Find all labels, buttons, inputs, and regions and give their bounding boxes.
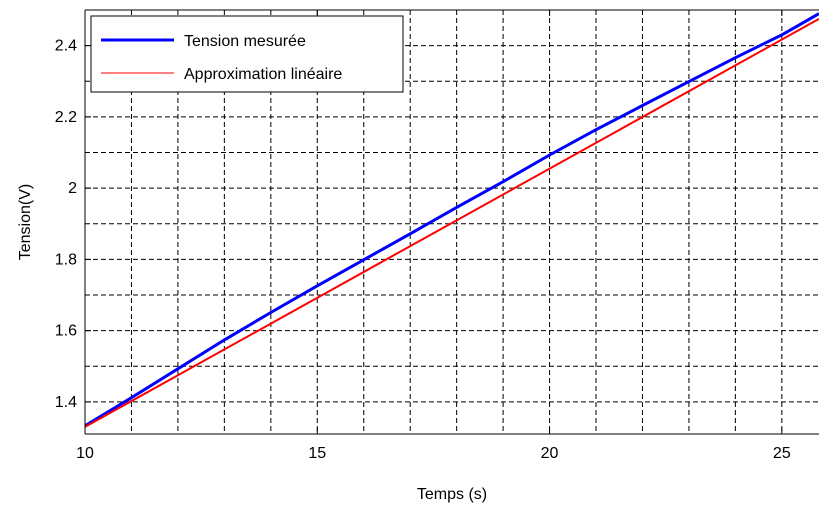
y-tick-label-2: 2 [68,180,77,197]
x-axis-label: Temps (s) [417,486,487,503]
y-tick-label-2-2: 2.2 [55,109,77,126]
series-line-approximation-lineaire [84,18,819,428]
legend: Tension mesurée Approximation linéaire [90,15,404,93]
y-tick-label-1-6: 1.6 [55,323,77,340]
legend-label-tension-mesuree: Tension mesurée [184,33,306,50]
series-line-tension-mesuree [84,12,819,428]
y-tick-label-1-8: 1.8 [55,251,77,268]
y-axis-label: Tension(V) [17,184,34,260]
axes [84,9,819,435]
legend-label-approximation-lineaire: Approximation linéaire [184,66,342,83]
x-tick-label-10: 10 [76,445,94,462]
y-tick-label-1-4: 1.4 [55,394,77,411]
x-tick-label-25: 25 [773,445,791,462]
ticks: 10 15 20 25 1.4 1.6 1.8 2 2.2 2.4 [55,10,791,462]
legend-box [90,15,404,93]
x-tick-label-20: 20 [541,445,559,462]
y-tick-label-2-4: 2.4 [55,38,77,55]
x-tick-label-15: 15 [308,445,326,462]
series-group [84,12,819,428]
